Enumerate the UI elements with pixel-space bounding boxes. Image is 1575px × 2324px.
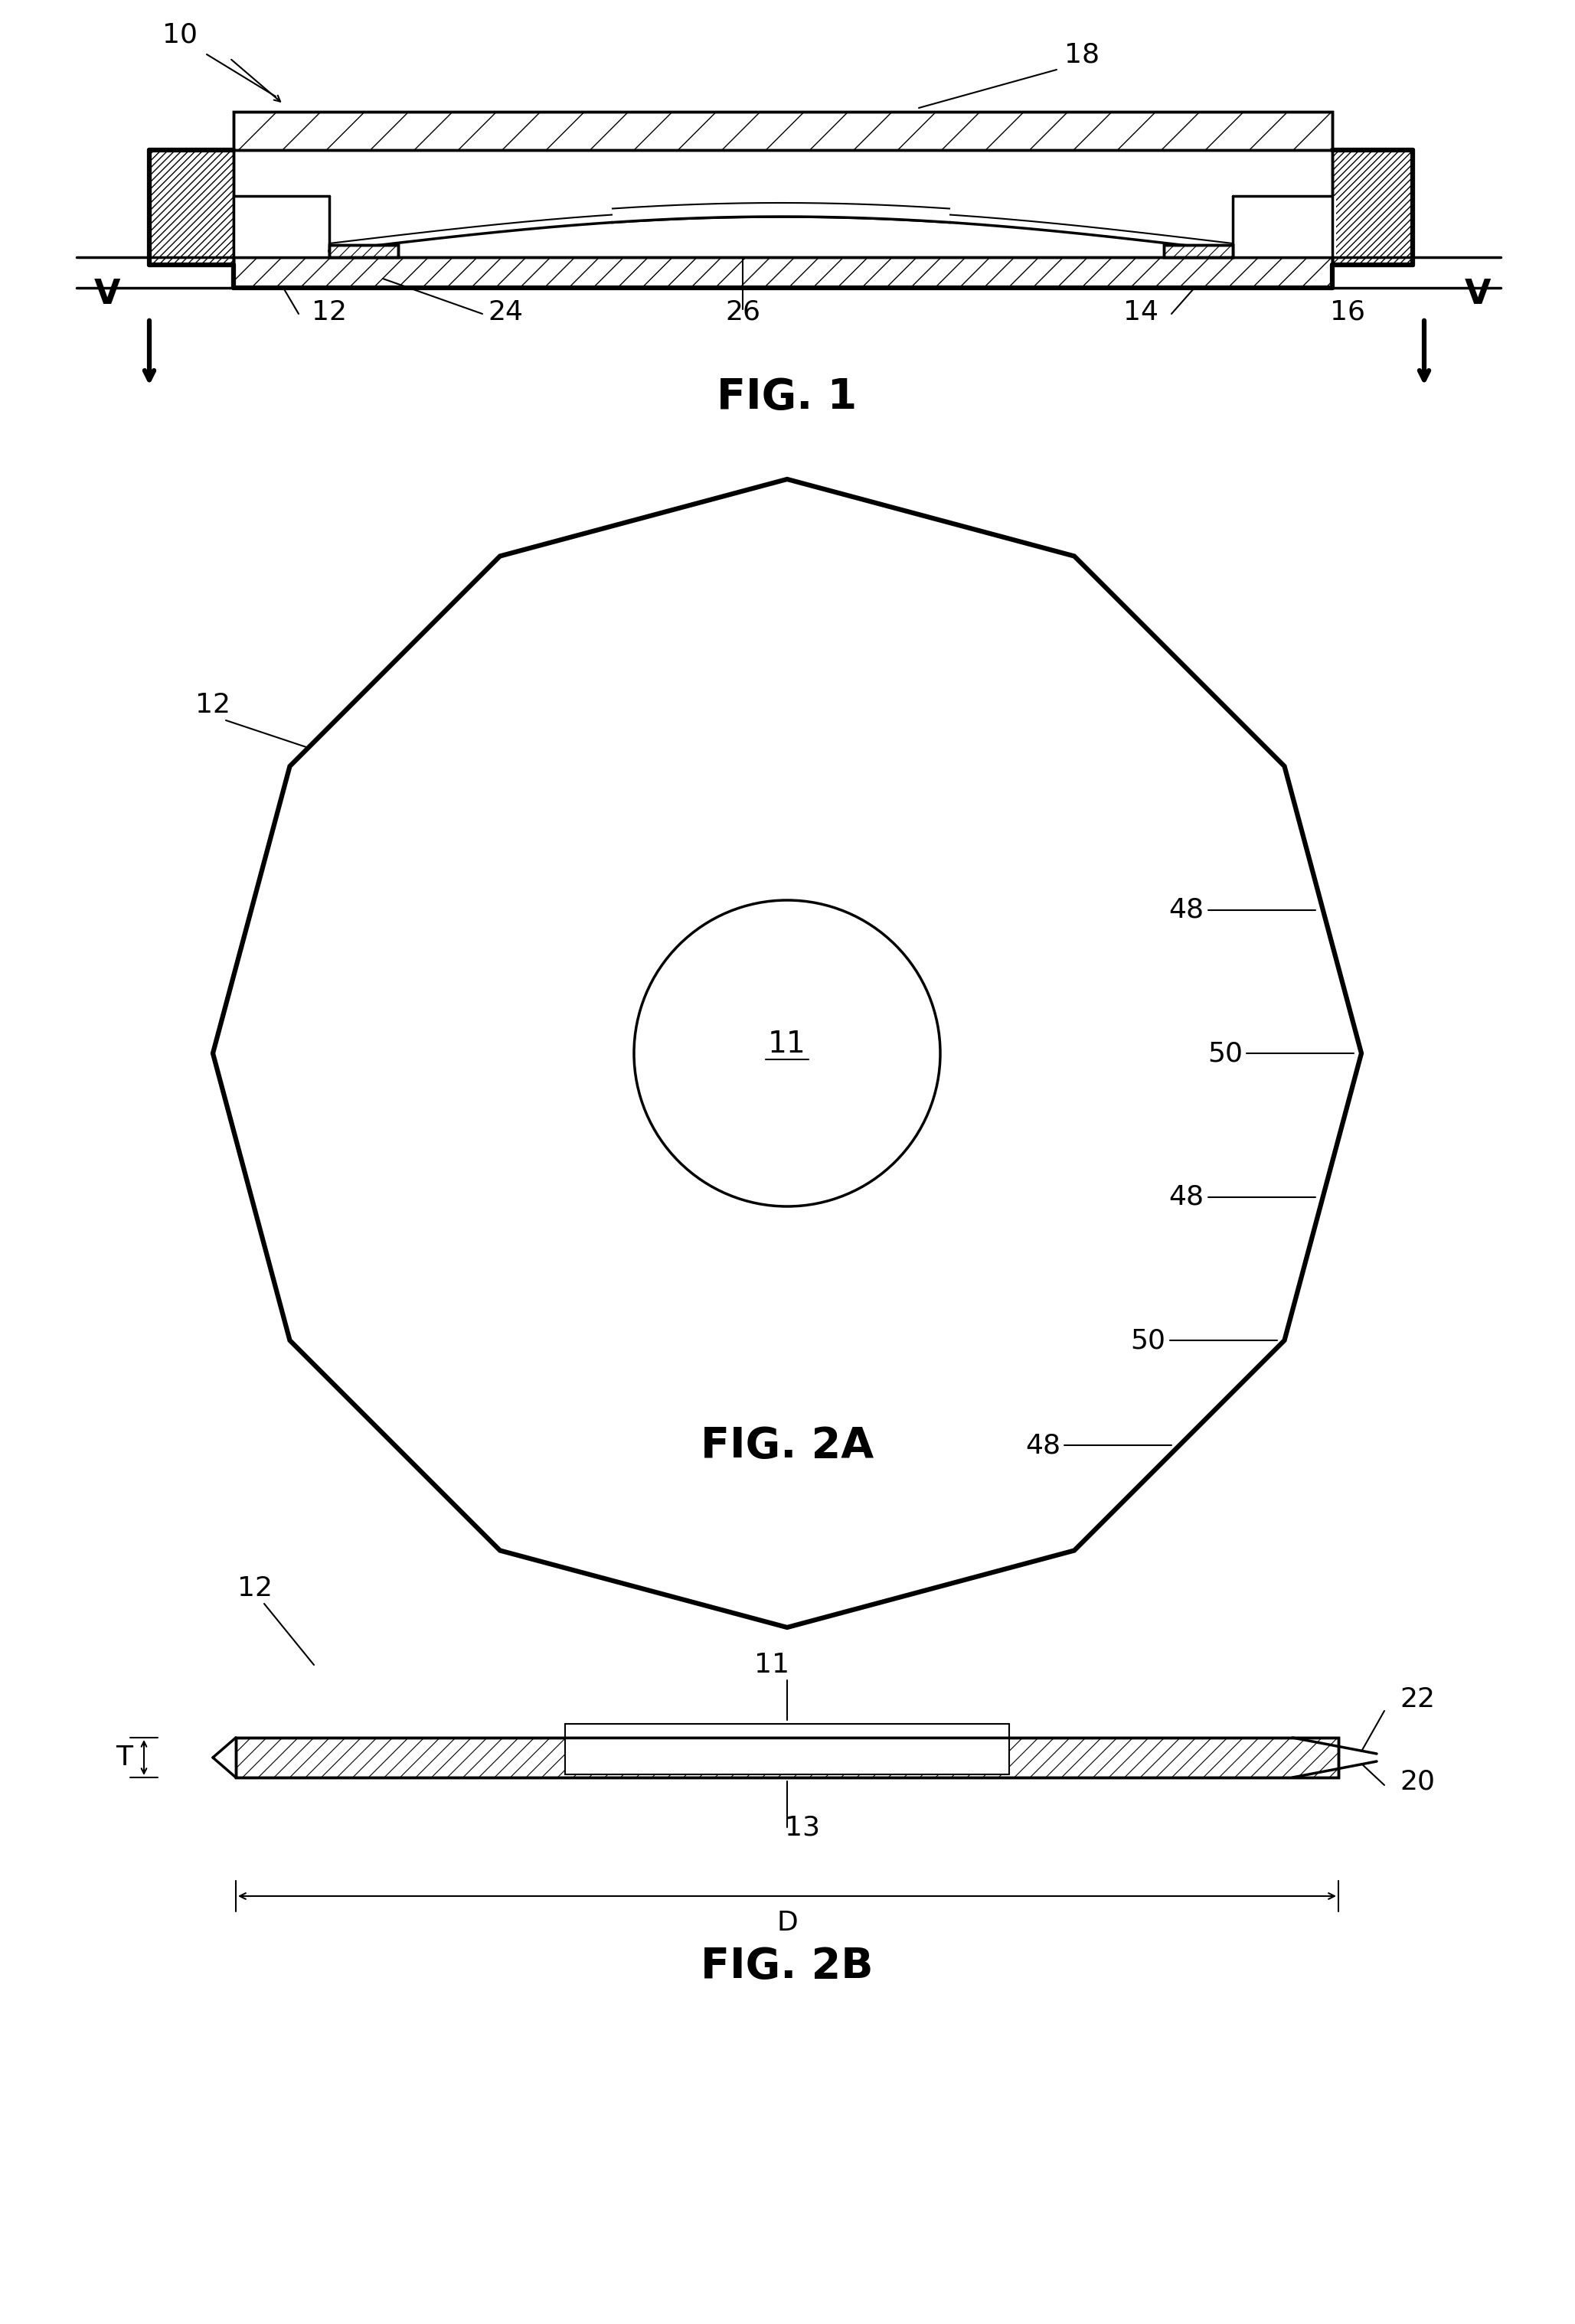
Text: 48: 48 (1169, 1183, 1205, 1211)
Polygon shape (329, 244, 398, 258)
Bar (233, 195, 332, 258)
Text: FIG. 2A: FIG. 2A (701, 1425, 874, 1466)
Text: T: T (115, 1745, 132, 1771)
Text: V: V (94, 279, 120, 311)
Text: 24: 24 (488, 300, 523, 325)
Polygon shape (329, 209, 1233, 251)
Text: 14: 14 (1123, 300, 1159, 325)
Polygon shape (236, 1738, 1339, 1778)
Text: 12: 12 (238, 1576, 272, 1601)
Text: 48: 48 (1169, 897, 1205, 923)
Polygon shape (1332, 151, 1413, 265)
Text: 12: 12 (195, 693, 230, 718)
Text: 13: 13 (784, 1815, 821, 1841)
Polygon shape (233, 112, 1332, 151)
Text: 10: 10 (162, 23, 197, 49)
Text: FIG. 2B: FIG. 2B (701, 1945, 874, 1987)
Text: 12: 12 (312, 300, 346, 325)
Text: 50: 50 (1208, 1041, 1243, 1067)
Polygon shape (213, 479, 1361, 1627)
Text: D: D (776, 1910, 799, 1936)
Circle shape (635, 899, 940, 1206)
Polygon shape (150, 151, 233, 265)
Text: 50: 50 (1131, 1327, 1166, 1353)
Text: 20: 20 (1400, 1769, 1435, 1794)
Text: 18: 18 (1065, 42, 1099, 67)
Bar (1228, 195, 1336, 258)
Bar (565, 1738, 1010, 1776)
Text: FIG. 1: FIG. 1 (717, 376, 857, 418)
Text: 11: 11 (754, 1652, 789, 1678)
Polygon shape (1164, 244, 1233, 258)
Text: V: V (1465, 279, 1492, 311)
Text: 16: 16 (1329, 300, 1366, 325)
Polygon shape (233, 258, 1332, 288)
Polygon shape (613, 202, 950, 223)
Text: 48: 48 (1025, 1432, 1060, 1459)
Text: 11: 11 (769, 1030, 806, 1060)
Text: 26: 26 (725, 300, 761, 325)
Text: 22: 22 (1400, 1687, 1435, 1713)
